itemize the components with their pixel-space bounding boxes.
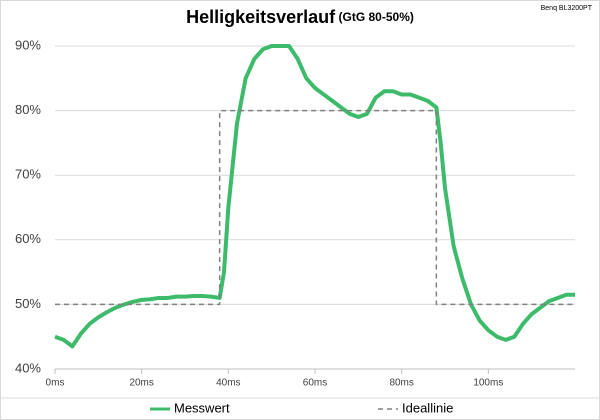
- x-tick-label: 20ms: [129, 378, 153, 389]
- title: Helligkeitsverlauf: [186, 7, 336, 27]
- y-tick-label: 60%: [15, 231, 41, 246]
- y-tick-label: 70%: [15, 167, 41, 182]
- legend-label: Ideallinie: [402, 400, 453, 415]
- annotation: Benq BL3200PT: [541, 5, 593, 12]
- y-tick-label: 90%: [15, 37, 41, 52]
- series-line: [55, 109, 575, 306]
- y-tick-label: 80%: [15, 102, 41, 117]
- series-line: [54, 44, 575, 349]
- y-tick-label: 50%: [15, 296, 41, 311]
- subtitle: (GtG 80-50%): [339, 10, 414, 24]
- x-tick-label: 100ms: [473, 378, 503, 389]
- y-tick-label: 40%: [15, 360, 41, 375]
- x-tick-label: 0ms: [46, 378, 65, 389]
- x-tick-label: 80ms: [389, 378, 413, 389]
- x-tick-label: 40ms: [216, 378, 240, 389]
- legend-label: Messwert: [174, 400, 230, 415]
- x-tick-label: 60ms: [303, 378, 327, 389]
- chart-title: Helligkeitsverlauf (GtG 80-50%): [186, 7, 414, 27]
